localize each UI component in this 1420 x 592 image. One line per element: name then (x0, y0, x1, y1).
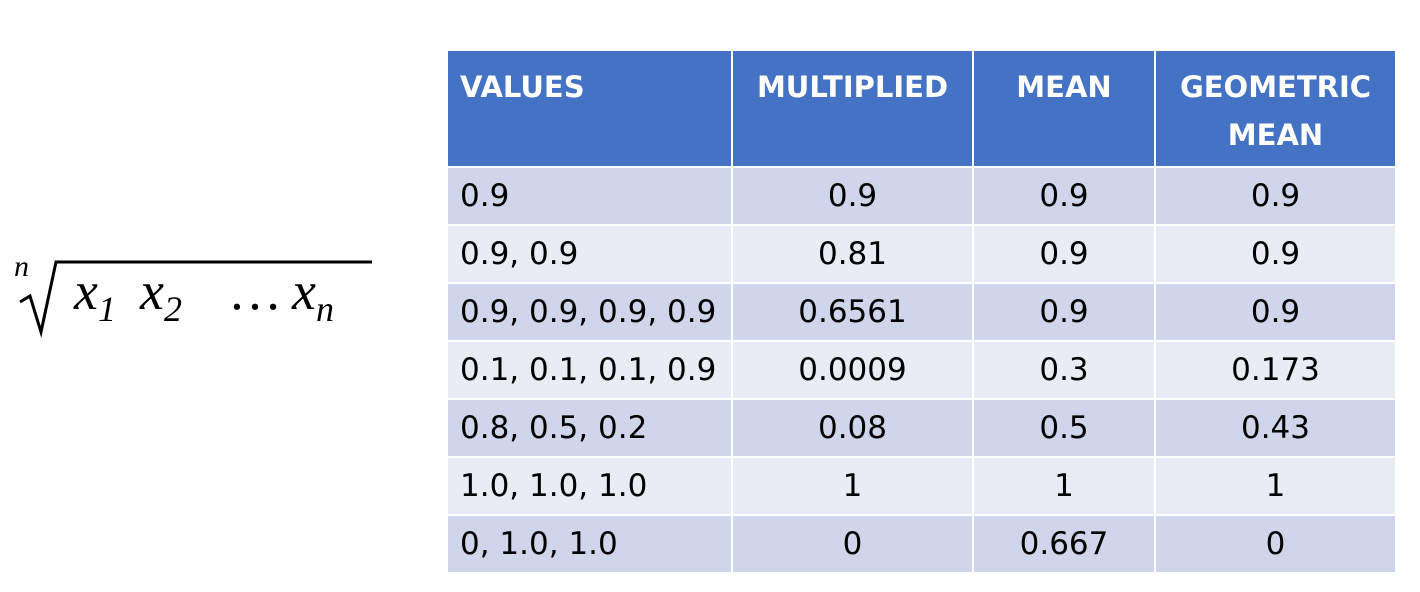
header-cell: MEAN (972, 49, 1156, 168)
cell: 0.9 (1154, 224, 1397, 284)
cell: 0.81 (731, 224, 974, 284)
cell: 0.9, 0.9, 0.9, 0.9 (446, 282, 733, 342)
cell: 1 (731, 456, 974, 516)
table-row: 0.1, 0.1, 0.1, 0.9 0.0009 0.3 0.173 (446, 340, 1397, 400)
cell: 1.0, 1.0, 1.0 (446, 456, 733, 516)
cell: 0.9 (1154, 282, 1397, 342)
table-row: 0, 1.0, 1.0 0 0.667 0 (446, 514, 1397, 574)
term: x1 (74, 260, 116, 330)
cell: 0.9 (731, 166, 974, 226)
cell: 0 (731, 514, 974, 574)
table-row: 0.8, 0.5, 0.2 0.08 0.5 0.43 (446, 398, 1397, 458)
term: x2 (140, 260, 182, 330)
cell: 0.08 (731, 398, 974, 458)
cell: 0, 1.0, 1.0 (446, 514, 733, 574)
cell: 0.1, 0.1, 0.1, 0.9 (446, 340, 733, 400)
root-index: n (14, 250, 29, 283)
table-row: 0.9 0.9 0.9 0.9 (446, 166, 1397, 226)
cell: 0.173 (1154, 340, 1397, 400)
table-row: 0.9, 0.9, 0.9, 0.9 0.6561 0.9 0.9 (446, 282, 1397, 342)
base: x (292, 261, 316, 321)
cell: 0.9 (972, 166, 1156, 226)
cell: 0.667 (972, 514, 1156, 574)
formula: n x1 x2 … xn (0, 240, 400, 350)
cell: 0.8, 0.5, 0.2 (446, 398, 733, 458)
cell: 0.43 (1154, 398, 1397, 458)
term: xn (292, 260, 334, 330)
cell: 1 (972, 456, 1156, 516)
cell: 0.9 (972, 282, 1156, 342)
cell: 0.5 (972, 398, 1156, 458)
base: x (74, 261, 98, 321)
cell: 1 (1154, 456, 1397, 516)
cell: 0.9 (972, 224, 1156, 284)
cell: 0.3 (972, 340, 1156, 400)
header-cell: GEOMETRIC MEAN (1154, 49, 1397, 168)
subscript: 1 (97, 289, 116, 329)
subscript: n (315, 289, 334, 329)
cell: 0.9 (1154, 166, 1397, 226)
table-row: 1.0, 1.0, 1.0 1 1 1 (446, 456, 1397, 516)
cell: 0.9, 0.9 (446, 224, 733, 284)
header-cell: VALUES (446, 49, 733, 168)
base: x (140, 261, 164, 321)
radical-sign (19, 260, 372, 338)
table: VALUES MULTIPLIED MEAN GEOMETRIC MEAN 0.9 0.… (446, 49, 1397, 574)
cell: 0 (1154, 514, 1397, 574)
cell: 0.0009 (731, 340, 974, 400)
header-cell: MULTIPLIED (731, 49, 974, 168)
table-row: 0.9, 0.9 0.81 0.9 0.9 (446, 224, 1397, 284)
header-row: VALUES MULTIPLIED MEAN GEOMETRIC MEAN (446, 49, 1397, 168)
ellipsis: … (228, 261, 282, 321)
cell: 0.6561 (731, 282, 974, 342)
cell: 0.9 (446, 166, 733, 226)
subscript: 2 (163, 289, 182, 329)
